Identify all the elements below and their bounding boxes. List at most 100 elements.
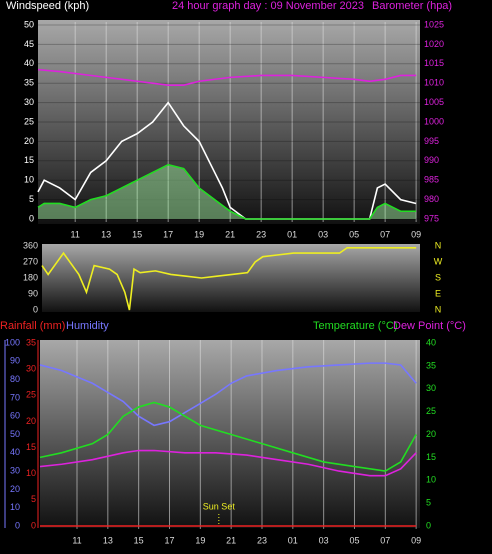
y-tick-label: 15 [26, 442, 36, 452]
y-tick-label: 35 [26, 337, 36, 347]
y-tick-label: 30 [24, 97, 34, 107]
y-tick-label: 50 [24, 19, 34, 29]
annotation: Sun Set [203, 501, 236, 511]
y-tick-label: 270 [23, 256, 38, 266]
y-tick-label: 20 [10, 484, 20, 494]
x-tick-label: 17 [163, 229, 173, 239]
x-tick-label: 21 [226, 535, 236, 545]
y-tick-label: 20 [426, 429, 436, 439]
y-tick-label: N [435, 304, 442, 314]
y-tick-label: 20 [24, 136, 34, 146]
y-tick-label: 40 [426, 337, 436, 347]
y-tick-label: 1010 [424, 78, 444, 88]
area [38, 164, 417, 219]
y-tick-label: 90 [28, 288, 38, 298]
y-tick-label: 50 [10, 429, 20, 439]
x-tick-label: 01 [288, 535, 298, 545]
legend: Dew Point (°C) [393, 320, 466, 332]
y-tick-label: 60 [10, 411, 20, 421]
y-tick-label: 975 [424, 213, 439, 223]
x-tick-label: 19 [194, 229, 204, 239]
y-tick-label: 1000 [424, 116, 444, 126]
y-tick-label: 15 [426, 452, 436, 462]
y-tick-label: 180 [23, 272, 38, 282]
y-tick-label: 0 [426, 520, 431, 530]
y2-label: Barometer (hpa) [372, 0, 452, 12]
x-tick-label: 13 [103, 535, 113, 545]
y-tick-label: 10 [24, 175, 34, 185]
y-tick-label: 90 [10, 356, 20, 366]
y-tick-label: 0 [15, 520, 20, 530]
y-tick-label: 35 [426, 360, 436, 370]
y-tick-label: 25 [426, 406, 436, 416]
series-line [39, 401, 417, 472]
y-tick-label: 0 [31, 520, 36, 530]
y-label: Windspeed (kph) [6, 0, 89, 12]
y-tick-label: 990 [424, 155, 439, 165]
y-tick-label: 45 [24, 39, 34, 49]
y-tick-label: 30 [426, 383, 436, 393]
y-tick-label: W [434, 256, 443, 266]
y-tick-label: 40 [24, 58, 34, 68]
y-tick-label: 10 [26, 468, 36, 478]
y-tick-label: 25 [24, 116, 34, 126]
y-tick-label: 35 [24, 78, 34, 88]
series-line [39, 449, 417, 477]
x-tick-label: 15 [134, 535, 144, 545]
x-tick-label: 13 [101, 229, 111, 239]
legend: Temperature (°C) [313, 320, 397, 332]
y-tick-label: 70 [10, 392, 20, 402]
y-tick-label: 20 [26, 416, 36, 426]
y-tick-label: 25 [26, 390, 36, 400]
y-tick-label: 40 [10, 447, 20, 457]
y-tick-label: 1025 [424, 19, 444, 29]
y-tick-label: 0 [33, 304, 38, 314]
y-tick-label: 5 [29, 194, 34, 204]
y-tick-label: 0 [29, 213, 34, 223]
y-tick-label: 1020 [424, 39, 444, 49]
x-tick-label: 11 [72, 535, 81, 545]
series-line [41, 246, 417, 311]
x-tick-label: 23 [257, 535, 267, 545]
x-tick-label: 07 [380, 229, 390, 239]
y-tick-label: 10 [426, 475, 436, 485]
legend: Rainfall (mm) [0, 320, 65, 332]
x-tick-label: 03 [318, 229, 328, 239]
x-tick-label: 05 [349, 229, 359, 239]
x-tick-label: 07 [380, 535, 390, 545]
x-tick-label: 01 [287, 229, 297, 239]
series-line [37, 68, 417, 86]
y-tick-label: 100 [5, 337, 20, 347]
y-tick-label: N [435, 240, 442, 250]
panel-bg [38, 20, 420, 224]
y-tick-label: 1015 [424, 58, 444, 68]
y-tick-label: 10 [10, 502, 20, 512]
x-tick-label: 15 [132, 229, 142, 239]
y-tick-label: 30 [26, 364, 36, 374]
y-tick-label: 80 [10, 374, 20, 384]
legend: Humidity [66, 320, 109, 332]
series-line [39, 362, 417, 427]
y-tick-label: E [435, 288, 441, 298]
y-tick-label: 985 [424, 175, 439, 185]
x-tick-label: 05 [349, 535, 359, 545]
x-tick-label: 17 [164, 535, 174, 545]
x-tick-label: 19 [195, 535, 205, 545]
x-tick-label: 09 [411, 229, 421, 239]
series-line [37, 163, 417, 220]
x-tick-label: 21 [225, 229, 235, 239]
y-tick-label: 5 [426, 498, 431, 508]
y-tick-label: 995 [424, 136, 439, 146]
x-tick-label: 11 [71, 229, 80, 239]
x-tick-label: 09 [411, 535, 421, 545]
title: 24 hour graph day : 09 November 2023 [172, 0, 364, 12]
y-tick-label: 360 [23, 240, 38, 250]
y-tick-label: 1005 [424, 97, 444, 107]
y-tick-label: 30 [10, 465, 20, 475]
x-tick-label: 03 [319, 535, 329, 545]
y-tick-label: 980 [424, 194, 439, 204]
panel-bg [42, 244, 420, 312]
y-tick-label: S [435, 272, 441, 282]
x-tick-label: 23 [256, 229, 266, 239]
